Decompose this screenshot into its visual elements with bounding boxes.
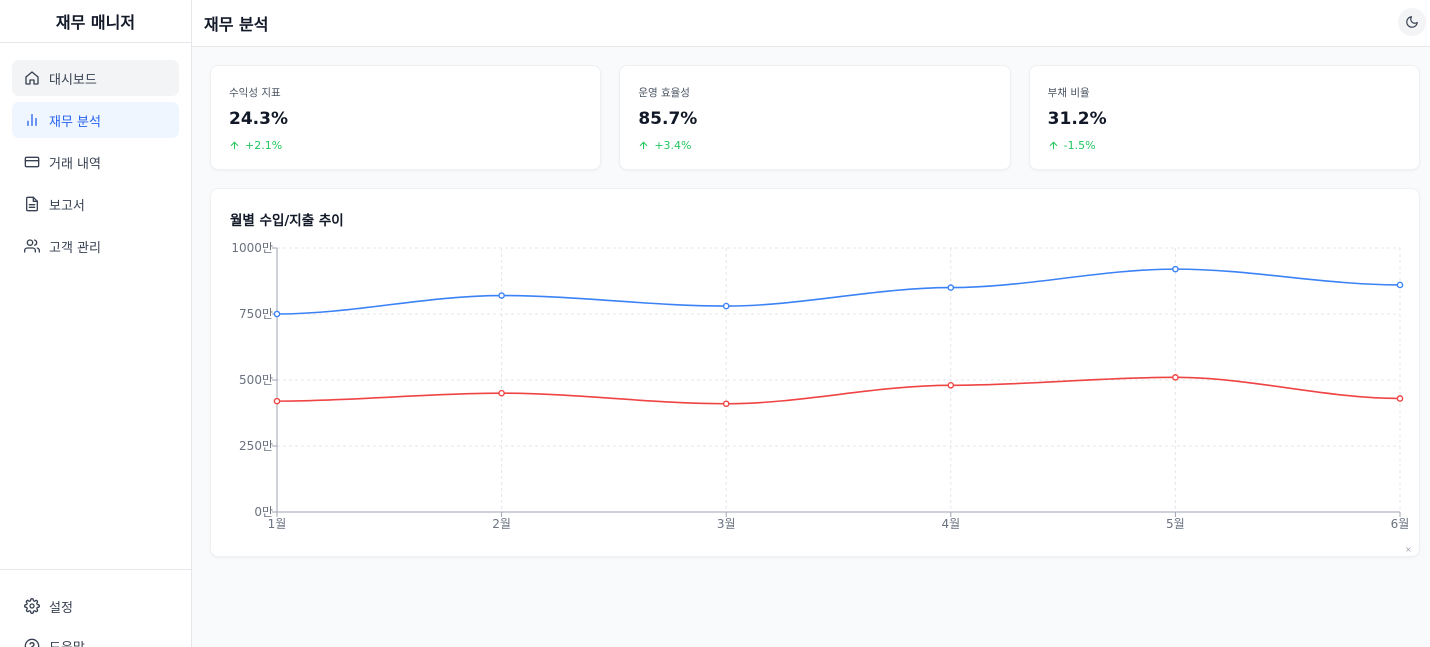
- kpi-change-value: -1.5%: [1063, 139, 1096, 152]
- x-tick-label: 2월: [492, 517, 511, 531]
- sidebar-item-label: 보고서: [49, 198, 85, 214]
- arrow-up-icon: [1048, 140, 1064, 151]
- document-icon: [24, 196, 40, 212]
- credit-card-icon: [24, 154, 40, 170]
- help-circle-icon: [24, 638, 40, 647]
- kpi-card-efficiency: 운영 효율성 85.7% +3.4%: [619, 65, 1011, 170]
- chart-card: 월별 수입/지출 추이 0만 250만 500만 750만 1000만 1월 2월 3월 4월 5…: [210, 188, 1420, 557]
- sidebar-item-financial-analysis[interactable]: 재무 분석: [12, 102, 179, 138]
- kpi-cards: 수익성 지표 24.3% +2.1% 운영 효율성 85.7%: [210, 65, 1420, 170]
- x-tick-label: 3월: [717, 517, 736, 531]
- sidebar-item-settings[interactable]: 설정: [12, 588, 179, 624]
- y-tick-label: 500만: [239, 373, 273, 387]
- arrow-up-icon: [638, 140, 654, 151]
- kpi-label: 운영 효율성: [638, 87, 690, 99]
- brand-title: 재무 매니저: [0, 0, 191, 43]
- page-title: 재무 분석: [204, 15, 269, 34]
- kpi-change: +3.4%: [638, 139, 991, 152]
- series-line-0: [276, 268, 1401, 315]
- data-point: [947, 381, 955, 389]
- home-icon: [24, 70, 40, 86]
- kpi-value: 31.2%: [1047, 109, 1107, 129]
- kpi-change: -1.5%: [1048, 139, 1401, 152]
- arrow-up-icon: [229, 140, 245, 151]
- data-point: [947, 284, 955, 291]
- data-point: [722, 302, 730, 310]
- x-tick-label: 4월: [941, 517, 960, 531]
- sidebar-item-label: 재무 분석: [49, 114, 101, 130]
- theme-toggle-button[interactable]: [1398, 8, 1426, 36]
- y-tick-label: 0만: [254, 505, 273, 519]
- data-point: [1172, 265, 1179, 273]
- data-point: [1396, 395, 1404, 402]
- kpi-value: 85.7%: [638, 109, 698, 129]
- data-point: [273, 310, 281, 318]
- x-tick-label: 6월: [1391, 517, 1410, 531]
- data-point: [1396, 281, 1404, 289]
- data-point: [1172, 374, 1179, 381]
- sidebar-item-customers[interactable]: 고객 관리: [12, 228, 179, 264]
- sidebar-item-label: 거래 내역: [49, 156, 101, 172]
- y-tick-label: 750만: [239, 307, 273, 321]
- x-tick-label: 5월: [1166, 517, 1185, 531]
- sidebar-item-transactions[interactable]: 거래 내역: [12, 144, 179, 180]
- content: 수익성 지표 24.3% +2.1% 운영 효율성 85.7%: [192, 47, 1430, 557]
- kpi-label: 부채 비율: [1047, 87, 1090, 99]
- close-icon: ×: [1405, 545, 1412, 554]
- sidebar-bottom: 설정 도움말: [0, 569, 191, 647]
- y-tick-label: 1000만: [231, 241, 273, 255]
- main-area: 재무 분석 수익성 지표 24.3% +2.1%: [192, 0, 1430, 647]
- x-tick-label: 1월: [268, 517, 287, 531]
- kpi-change-value: +3.4%: [654, 139, 692, 152]
- gear-icon: [24, 598, 40, 614]
- data-point: [498, 292, 505, 299]
- sidebar-item-label: 도움말: [49, 637, 85, 647]
- data-point: [722, 400, 730, 408]
- sidebar-item-dashboard[interactable]: 대시보드: [12, 60, 179, 96]
- kpi-change: +2.1%: [229, 139, 582, 152]
- line-chart: 0만 250만 500만 750만 1000만 1월 2월 3월 4월 5월 6월: [231, 241, 1410, 531]
- series-line-1: [276, 376, 1401, 405]
- top-bar: 재무 분석: [192, 0, 1430, 47]
- sidebar-item-help[interactable]: 도움말: [12, 628, 179, 647]
- sidebar-item-reports[interactable]: 보고서: [12, 186, 179, 222]
- sidebar-nav: 대시보드 재무 분석 거래 내역 보고서: [0, 43, 191, 264]
- moon-icon: [1405, 15, 1419, 29]
- kpi-value: 24.3%: [229, 109, 288, 129]
- kpi-card-debt-ratio: 부채 비율 31.2% -1.5%: [1028, 65, 1420, 170]
- sidebar-item-label: 대시보드: [49, 72, 97, 88]
- chart-title: 월별 수입/지출 추이: [230, 213, 344, 229]
- users-icon: [24, 238, 40, 254]
- kpi-card-profitability: 수익성 지표 24.3% +2.1%: [210, 65, 602, 170]
- sidebar: 재무 매니저 대시보드 재무 분석 거래 내역: [0, 0, 192, 647]
- kpi-label: 수익성 지표: [229, 87, 281, 99]
- y-tick-label: 250만: [239, 439, 273, 453]
- sidebar-item-label: 설정: [49, 600, 73, 616]
- sidebar-item-label: 고객 관리: [49, 240, 101, 256]
- kpi-change-value: +2.1%: [245, 139, 283, 152]
- data-point: [498, 389, 505, 397]
- data-point: [273, 397, 281, 405]
- bar-chart-icon: [24, 112, 40, 128]
